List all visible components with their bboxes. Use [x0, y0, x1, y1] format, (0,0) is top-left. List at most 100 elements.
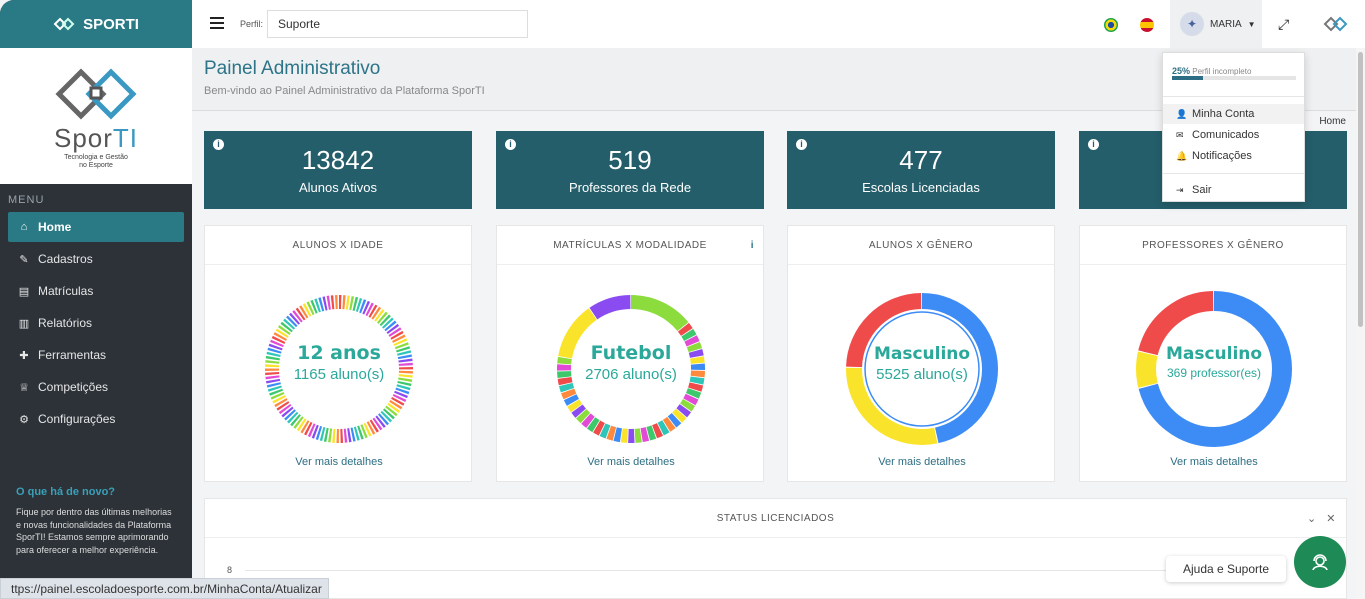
sidebar-item-cadastros[interactable]: ✎ Cadastros: [8, 244, 184, 274]
copy-icon: ▥: [18, 317, 30, 330]
see-more-details-link[interactable]: Ver mais detalhes: [878, 456, 966, 468]
donut-center-value: 2706 aluno(s): [585, 366, 677, 383]
page-title: Painel Administrativo: [204, 58, 381, 79]
y-axis-tick: 8: [227, 565, 233, 575]
gear-icon: ⚙: [19, 413, 29, 426]
chart-card: ALUNOS X IDADE 12 anos 1165 aluno(s) Ver…: [204, 225, 472, 482]
sidebar-item-ferramentas[interactable]: ✚ Ferramentas: [8, 340, 184, 370]
logo-wordmark: SporTI: [53, 122, 139, 153]
donut-center-label: 12 anos: [297, 342, 381, 364]
donut-slice[interactable]: [265, 295, 413, 443]
language-flags: [1104, 18, 1154, 32]
stat-value: 13842: [301, 145, 375, 175]
close-icon[interactable]: ✕: [1326, 513, 1336, 525]
donut-slice[interactable]: [265, 295, 413, 443]
help-support-button[interactable]: [1294, 536, 1346, 588]
usa-flag-icon[interactable]: [1122, 18, 1136, 32]
status-url-bar: ttps://painel.escoladoesporte.com.br/Min…: [0, 578, 329, 599]
sign-out-icon: ⇥: [1176, 184, 1184, 195]
perfil-select[interactable]: Suporte: [267, 10, 528, 38]
donut-center-label: Futebol: [590, 342, 672, 364]
donut-slice[interactable]: [846, 293, 998, 445]
donut-chart[interactable]: [837, 284, 1007, 454]
collapse-chevron-icon[interactable]: ⌄: [1307, 513, 1317, 525]
donut-center-value: 1165 aluno(s): [293, 366, 385, 383]
envelope-icon: ✉: [1176, 129, 1184, 140]
brand-header[interactable]: SPORTI: [0, 0, 192, 48]
info-icon[interactable]: i: [750, 240, 754, 251]
sidebar-item-relatorios[interactable]: ▥ Relatórios: [8, 308, 184, 338]
breadcrumb[interactable]: Home: [1319, 116, 1346, 127]
see-more-details-link[interactable]: Ver mais detalhes: [295, 456, 383, 468]
whats-new-title[interactable]: O que há de novo?: [16, 486, 116, 498]
donut-chart[interactable]: [1129, 284, 1299, 454]
stat-value: 519: [608, 145, 652, 175]
brand-name: SPORTI: [83, 15, 139, 33]
dropdown-item-comunicados[interactable]: ✉ Comunicados: [1176, 129, 1260, 141]
caret-down-icon: ▼: [1247, 19, 1256, 29]
donut-slice[interactable]: [557, 295, 705, 443]
profile-progress-text: 25% Perfil incompleto: [1172, 66, 1252, 76]
sidebar-item-competicoes[interactable]: ♕ Competições: [8, 372, 184, 402]
sidebar-item-home[interactable]: ⌂ Home: [8, 212, 184, 242]
donut-center-value: 5525 aluno(s): [876, 366, 968, 383]
see-more-details-link[interactable]: Ver mais detalhes: [587, 456, 675, 468]
bell-icon: 🔔: [1176, 150, 1188, 161]
donut-slice[interactable]: [557, 295, 705, 443]
donut-slice[interactable]: [265, 295, 413, 443]
donut-slice[interactable]: [557, 295, 705, 443]
sporti-logo-mark-icon: [55, 67, 137, 120]
donut-slice[interactable]: [846, 293, 998, 445]
donut-chart[interactable]: [546, 284, 716, 454]
chart-card: MATRÍCULAS X MODALIDADE i Futebol 2706 al…: [496, 225, 764, 482]
avatar: ✦: [1180, 12, 1204, 36]
chart-card-title: ALUNOS X GÊNERO: [788, 226, 1054, 265]
gridline: [245, 570, 1245, 571]
info-icon[interactable]: i: [505, 139, 516, 150]
chart-card: PROFESSORES X GÊNERO Masculino 369 profe…: [1079, 225, 1347, 482]
divider: [1163, 173, 1304, 174]
sidebar-item-label: Ferramentas: [38, 348, 107, 362]
stat-tile: i 477 Escolas Licenciadas: [787, 131, 1055, 209]
brazil-flag-icon[interactable]: [1104, 18, 1118, 32]
page-scrollbar[interactable]: [1356, 48, 1365, 599]
whats-new-text: Fique por dentro das últimas melhorias e…: [16, 507, 172, 555]
spain-flag-icon[interactable]: [1140, 18, 1154, 32]
hamburger-menu-icon[interactable]: [210, 17, 224, 29]
sidebar-item-matriculas[interactable]: ▤ Matrículas: [8, 276, 184, 306]
dropdown-item-sair[interactable]: ⇥ Sair: [1176, 184, 1212, 196]
dropdown-item-minha-conta[interactable]: 👤 Minha Conta: [1163, 104, 1304, 124]
sidebar-item-label: Cadastros: [38, 252, 93, 266]
info-icon[interactable]: i: [796, 139, 807, 150]
see-more-details-link[interactable]: Ver mais detalhes: [1170, 456, 1258, 468]
donut-chart[interactable]: [254, 284, 424, 454]
info-icon[interactable]: i: [1088, 139, 1099, 150]
whats-new-section: O que há de novo? Fique por dentro das ú…: [16, 486, 176, 556]
stat-value: 477: [899, 145, 943, 175]
user-name: MARIA: [1210, 18, 1242, 30]
info-icon[interactable]: i: [213, 139, 224, 150]
user-menu-toggle[interactable]: ✦ MARIA ▼: [1170, 0, 1262, 48]
topbar: Perfil: Suporte ✦ MARIA ▼ ⤢: [192, 0, 1365, 48]
donut-slice[interactable]: [557, 295, 705, 443]
user-icon: 👤: [1176, 108, 1188, 119]
stat-label: Professores da Rede: [568, 180, 692, 195]
donut-center-label: Masculino: [873, 344, 971, 364]
chart-card-title: MATRÍCULAS X MODALIDADE i: [497, 226, 763, 265]
stat-label: Escolas Licenciadas: [862, 180, 980, 195]
donut-slice[interactable]: [1136, 291, 1292, 447]
sporti-mini-logo-icon[interactable]: [1323, 12, 1349, 36]
dropdown-item-notificacoes[interactable]: 🔔 Notificações: [1176, 150, 1252, 162]
donut-center-label: Masculino: [1165, 344, 1263, 364]
headset-icon: [1312, 554, 1328, 571]
stat-tile: i 13842 Alunos Ativos: [204, 131, 472, 209]
help-support-label[interactable]: Ajuda e Suporte: [1166, 556, 1286, 582]
user-dropdown-menu: 25% Perfil incompleto 👤 Minha Conta ✉ Comun…: [1162, 52, 1305, 202]
logo-tagline: Tecnologia e Gestão no Esporte: [64, 153, 128, 169]
fullscreen-expand-icon[interactable]: ⤢: [1278, 16, 1290, 32]
donut-slice[interactable]: [1136, 291, 1292, 447]
sporti-logo: SporTI Tecnologia e Gestão no Esporte: [0, 48, 192, 184]
sidebar-item-configuracoes[interactable]: ⚙ Configurações: [8, 404, 184, 434]
stat-label: Alunos Ativos: [298, 180, 378, 195]
status-licenciados-panel: STATUS LICENCIADOS ⌄ ✕ 8: [204, 498, 1347, 599]
